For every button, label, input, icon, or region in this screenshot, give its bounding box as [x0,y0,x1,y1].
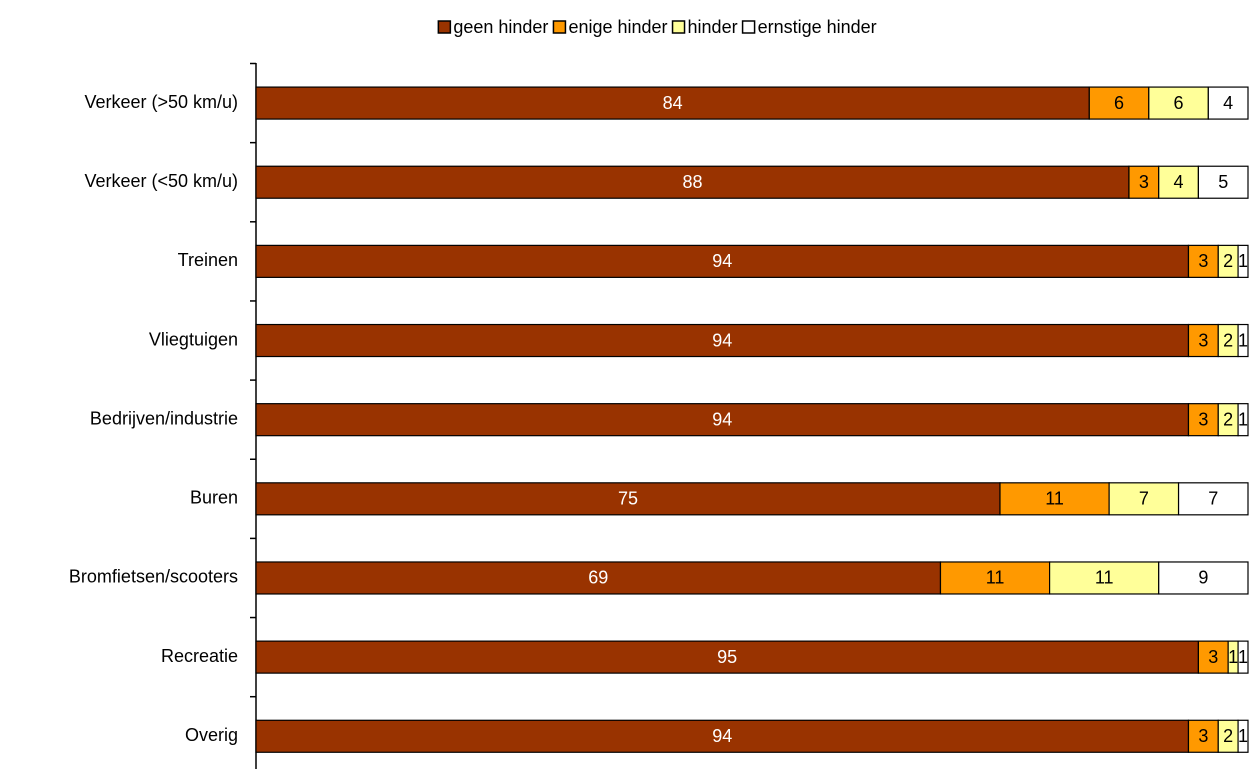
data-label: 2 [1223,251,1233,271]
data-label: 4 [1223,93,1233,113]
data-label: 94 [712,726,732,746]
data-label: 3 [1198,330,1208,350]
bar-segment [1187,323,1219,358]
category-label: Bedrijven/industrie [90,408,238,428]
legend-swatch [552,20,567,34]
bar-segment [255,482,1001,516]
bar-segment [1158,165,1199,199]
data-label: 94 [712,330,732,350]
data-label: 94 [712,251,732,271]
data-label: 11 [986,568,1005,588]
category-label: Vliegtuigen [149,329,238,349]
bar-segment [255,719,1190,753]
category-label: Overig [185,725,238,745]
data-label: 3 [1198,409,1208,429]
bar-segment [1148,86,1209,120]
bar-segment [255,640,1200,674]
data-label: 9 [1198,568,1208,588]
data-label: 2 [1223,330,1233,350]
bar-segment [255,561,942,595]
data-label: 5 [1218,172,1228,192]
bar-segment [1177,482,1249,516]
bar-segment [1048,561,1160,595]
category-label: Recreatie [161,646,238,666]
data-label: 2 [1223,726,1233,746]
data-label: 94 [712,409,732,429]
bar-segment [255,165,1130,199]
data-label: 1 [1238,409,1248,429]
bar-segment [1237,403,1249,437]
bar-segment [1187,244,1219,278]
category-label: Buren [190,488,238,508]
bar-segment [255,403,1190,437]
data-label: 6 [1174,93,1184,113]
data-label: 1 [1238,251,1248,271]
legend-label: ernstige hinder [758,17,877,37]
category-label: Verkeer (<50 km/u) [84,171,238,191]
data-label: 84 [663,93,683,113]
bar-segment [1207,86,1249,120]
data-label: 7 [1139,489,1149,509]
data-label: 88 [682,172,702,192]
bar-segment [939,561,1051,595]
bar-segment [1108,482,1180,516]
category-label: Verkeer (>50 km/u) [84,92,238,112]
bar-segment [255,323,1190,358]
legend-label: enige hinder [568,17,667,37]
bar-segment [1088,86,1150,120]
legend: geen hinder enige hinder hinder ernstige hi… [437,17,877,37]
data-label: 7 [1208,489,1218,509]
data-label: 4 [1174,172,1184,192]
data-label: 95 [717,647,737,667]
bar-segment [999,482,1110,516]
bar-segment [1158,561,1249,595]
legend-swatch [671,20,686,34]
bar-segment [1237,719,1249,753]
data-label: 3 [1198,726,1208,746]
data-label: 1 [1228,647,1238,667]
data-label: 1 [1238,647,1248,667]
data-label: 1 [1238,330,1248,350]
data-label: 2 [1223,409,1233,429]
bar-segment [1128,165,1160,199]
bar-segment [1197,165,1249,199]
data-label: 3 [1139,172,1149,192]
category-label: Treinen [178,250,238,270]
data-label: 6 [1114,93,1124,113]
legend-label: geen hinder [453,17,548,37]
bar-segment [255,244,1190,278]
data-label: 11 [1095,568,1114,588]
bar-segment [1237,323,1249,358]
legend-swatch [741,20,756,34]
data-label: 11 [1045,489,1064,509]
data-label: 75 [618,489,638,509]
bar-segment [1237,640,1249,674]
data-label: 3 [1198,251,1208,271]
bar-segment [1197,640,1229,674]
category-label: Bromfietsen/scooters [69,567,238,587]
data-label: 3 [1208,647,1218,667]
data-label: 1 [1238,726,1248,746]
legend-label: hinder [688,17,738,37]
legend-swatch [437,20,452,34]
bar-segment [1237,244,1249,278]
data-label: 69 [588,568,608,588]
